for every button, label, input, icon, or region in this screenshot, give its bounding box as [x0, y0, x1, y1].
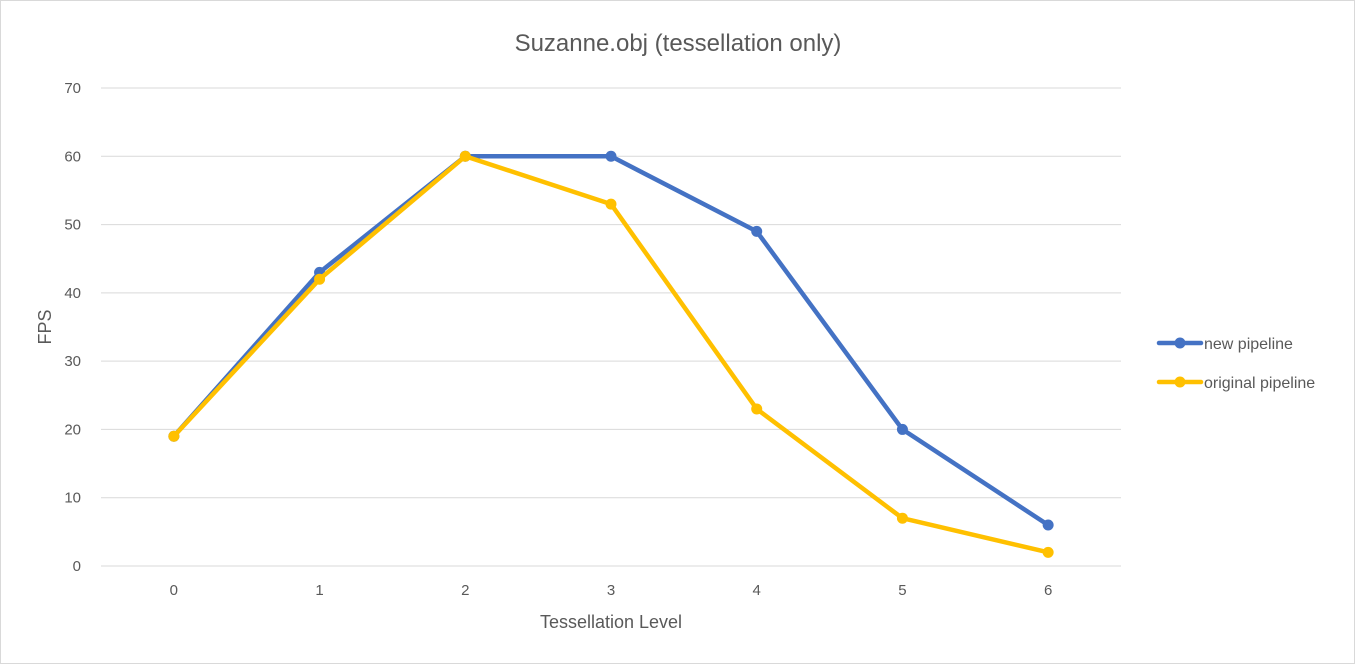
x-tick-label: 4: [753, 582, 761, 599]
data-point-new-pipeline: [1042, 519, 1054, 531]
data-point-original-pipeline: [605, 198, 617, 210]
legend: new pipeline original pipeline: [1156, 336, 1315, 392]
y-tick-label: 0: [73, 558, 81, 575]
chart-title: Suzanne.obj (tessellation only): [515, 30, 842, 57]
legend-item-original-pipeline: original pipeline: [1156, 375, 1315, 392]
legend-label: original pipeline: [1204, 375, 1315, 392]
y-tick-label: 50: [64, 217, 81, 234]
data-point-original-pipeline: [896, 512, 908, 524]
data-point-original-pipeline: [459, 150, 471, 162]
x-axis-tick-labels: 0 1 2 3 4 5 6: [170, 582, 1053, 599]
x-tick-label: 3: [607, 582, 615, 599]
y-axis-title: FPS: [35, 309, 55, 344]
series-lines: [168, 150, 1054, 558]
y-tick-label: 40: [64, 285, 81, 302]
series-line-original-pipeline: [171, 154, 1051, 555]
y-tick-label: 10: [64, 490, 81, 507]
legend-item-new-pipeline: new pipeline: [1156, 336, 1293, 353]
x-tick-label: 2: [461, 582, 469, 599]
legend-swatch-marker: [1174, 337, 1186, 349]
x-tick-label: 6: [1044, 582, 1052, 599]
data-point-new-pipeline: [751, 225, 763, 237]
data-point-original-pipeline: [1042, 546, 1054, 558]
y-tick-label: 60: [64, 148, 81, 165]
y-tick-label: 30: [64, 353, 81, 370]
legend-swatch-marker: [1174, 376, 1186, 388]
data-point-new-pipeline: [896, 423, 908, 435]
y-tick-label: 70: [64, 80, 81, 97]
data-point-original-pipeline: [751, 403, 763, 415]
data-point-original-pipeline: [314, 273, 326, 285]
x-axis-title: Tessellation Level: [540, 612, 682, 632]
series-original-pipeline: [168, 150, 1054, 558]
y-axis-tick-labels: 0 10 20 30 40 50 60 70: [64, 80, 81, 575]
data-point-original-pipeline: [168, 430, 180, 442]
x-tick-label: 5: [898, 582, 906, 599]
x-tick-label: 1: [315, 582, 323, 599]
x-tick-label: 0: [170, 582, 178, 599]
data-point-new-pipeline: [605, 150, 617, 162]
gridlines: [101, 87, 1121, 567]
series-line-new-pipeline: [171, 154, 1051, 528]
y-tick-label: 20: [64, 421, 81, 438]
legend-label: new pipeline: [1204, 336, 1293, 353]
